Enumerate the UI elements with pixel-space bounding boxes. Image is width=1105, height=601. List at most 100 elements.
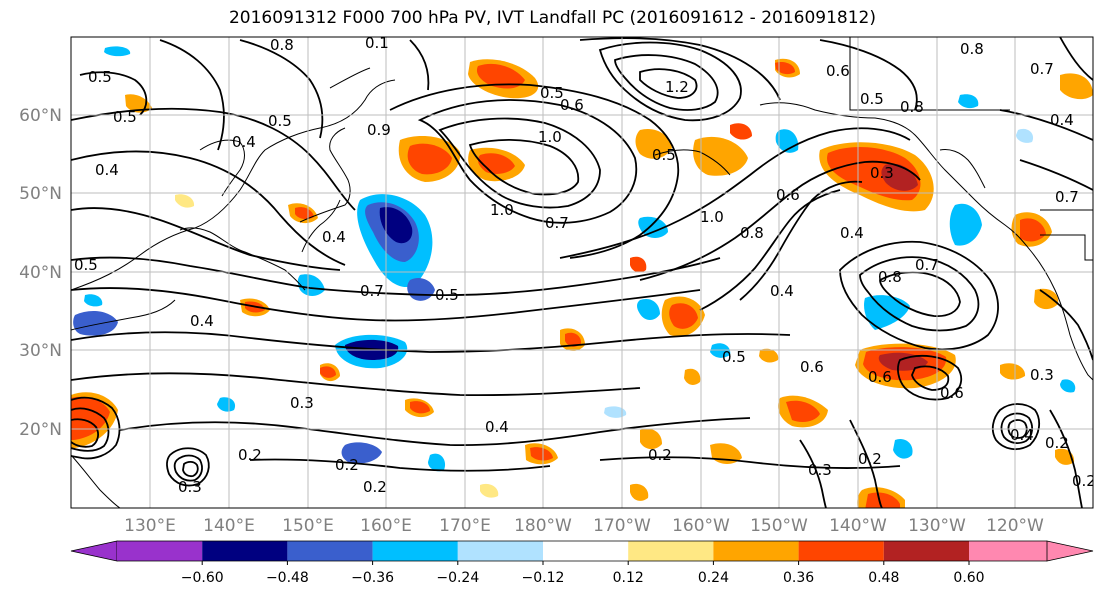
lat-label: 20°N xyxy=(19,420,62,440)
contour-label: 0.9 xyxy=(367,121,391,139)
contour-label: 0.5 xyxy=(113,108,137,126)
colorbar-cell xyxy=(117,541,203,561)
colorbar-cell xyxy=(457,541,543,561)
contour-label: 1.0 xyxy=(538,128,562,146)
contour-label: 0.5 xyxy=(860,90,884,108)
colorbar-tick-label: 0.36 xyxy=(783,570,814,586)
shaded-anomaly-layer xyxy=(71,46,1093,508)
colorbar-cell xyxy=(1046,540,1094,562)
contour-label: 0.6 xyxy=(826,62,850,80)
contour-label: 0.1 xyxy=(365,34,389,52)
contour-label: 0.6 xyxy=(868,368,892,386)
contour-label: 0.3 xyxy=(808,461,832,479)
lon-label: 160°E xyxy=(360,516,412,536)
colorbar-tick-label: −0.24 xyxy=(436,570,479,586)
contour-label: 0.6 xyxy=(776,186,800,204)
colorbar-cell xyxy=(883,541,969,561)
contour-label: 0.8 xyxy=(270,36,294,54)
contour-label: 0.2 xyxy=(335,456,359,474)
contour-label: 1.0 xyxy=(700,208,724,226)
colorbar-cell xyxy=(202,541,288,561)
pv-contour-layer xyxy=(71,37,1093,508)
contour-label: 0.2 xyxy=(1072,472,1096,490)
graticule-grid xyxy=(71,37,1093,508)
colorbar-tick-label: 0.24 xyxy=(698,570,729,586)
colorbar-cell xyxy=(713,541,799,561)
contour-label: 0.5 xyxy=(74,256,98,274)
longitude-labels: 130°E 140°E 150°E 160°E 170°E 180°W 170°… xyxy=(124,516,1044,536)
contour-label: 1.2 xyxy=(665,78,689,96)
contour-label: 0.4 xyxy=(190,312,214,330)
contour-label: 0.4 xyxy=(840,224,864,242)
lon-label: 160°W xyxy=(672,516,730,536)
lat-label: 30°N xyxy=(19,341,62,361)
lon-label: 140°W xyxy=(829,516,887,536)
colorbar-tick-label: −0.12 xyxy=(522,570,565,586)
colorbar-tick-label: −0.48 xyxy=(266,570,309,586)
lon-label: 130°E xyxy=(124,516,176,536)
contour-label: 0.5 xyxy=(652,146,676,164)
lon-label: 150°E xyxy=(282,516,334,536)
contour-label: 0.3 xyxy=(870,164,894,182)
contour-label: 0.3 xyxy=(1030,366,1054,384)
lon-label: 130°W xyxy=(908,516,966,536)
contour-label: 0.5 xyxy=(722,348,746,366)
colorbar-cell xyxy=(287,541,373,561)
coastline-layer xyxy=(71,37,1093,508)
contour-label: 0.6 xyxy=(940,384,964,402)
colorbar-cell xyxy=(798,541,884,561)
contour-label: 0.8 xyxy=(960,40,984,58)
contour-label: 0.5 xyxy=(88,68,112,86)
lat-label: 50°N xyxy=(19,184,62,204)
contour-label: 0.4 xyxy=(1050,111,1074,129)
contour-label: 0.7 xyxy=(360,282,384,300)
colorbar-tick-label: 0.60 xyxy=(953,570,984,586)
contour-label: 0.2 xyxy=(238,446,262,464)
lon-label: 180°W xyxy=(514,516,572,536)
map-frame xyxy=(70,36,1094,509)
contour-label: 0.4 xyxy=(485,418,509,436)
colorbar-cell xyxy=(969,541,1047,561)
colorbar-tick-label: 0.48 xyxy=(868,570,899,586)
contour-label: 1.0 xyxy=(490,201,514,219)
contour-label: 0.4 xyxy=(1010,426,1034,444)
contour-label: 0.4 xyxy=(95,161,119,179)
contour-label: 0.7 xyxy=(1055,188,1079,206)
contour-label: 0.8 xyxy=(740,224,764,242)
contour-label: 0.4 xyxy=(770,282,794,300)
contour-label: 0.2 xyxy=(648,446,672,464)
colorbar: −0.60 −0.48 −0.36 −0.24 −0.12 0.12 0.24 … xyxy=(70,540,1094,586)
contour-label: 0.3 xyxy=(178,478,202,496)
contour-label: 0.4 xyxy=(232,133,256,151)
contour-label: 0.7 xyxy=(545,214,569,232)
contour-label: 0.7 xyxy=(1030,60,1054,78)
contour-label: 0.6 xyxy=(560,96,584,114)
colorbar-tick-label: −0.60 xyxy=(181,570,224,586)
lat-label: 40°N xyxy=(19,263,62,283)
colorbar-cell xyxy=(628,541,714,561)
contour-label: 0.6 xyxy=(800,358,824,376)
contour-label: 0.5 xyxy=(540,84,564,102)
map-title: 2016091312 F000 700 hPa PV, IVT Landfall… xyxy=(228,8,876,28)
colorbar-cell xyxy=(372,541,458,561)
lat-label: 60°N xyxy=(19,106,62,126)
contour-label: 0.8 xyxy=(900,98,924,116)
contour-label: 0.4 xyxy=(322,228,346,246)
lon-label: 170°E xyxy=(439,516,491,536)
contour-label: 0.2 xyxy=(858,450,882,468)
lon-label: 150°W xyxy=(750,516,808,536)
contour-label: 0.8 xyxy=(878,268,902,286)
colorbar-cell xyxy=(543,541,629,561)
colorbar-tick-label: −0.36 xyxy=(351,570,394,586)
lon-label: 140°E xyxy=(203,516,255,536)
contour-label: 0.5 xyxy=(435,286,459,304)
colorbar-cell xyxy=(70,540,118,562)
latitude-labels: 20°N 30°N 40°N 50°N 60°N xyxy=(19,106,62,440)
contour-label: 0.2 xyxy=(1045,434,1069,452)
contour-label: 0.2 xyxy=(363,478,387,496)
contour-labels: 0.8 0.1 0.5 0.5 0.4 0.4 0.5 0.9 0.5 0.6 … xyxy=(74,34,1096,496)
contour-label: 0.7 xyxy=(915,256,939,274)
contour-label: 0.5 xyxy=(268,112,292,130)
contour-label: 0.3 xyxy=(290,394,314,412)
